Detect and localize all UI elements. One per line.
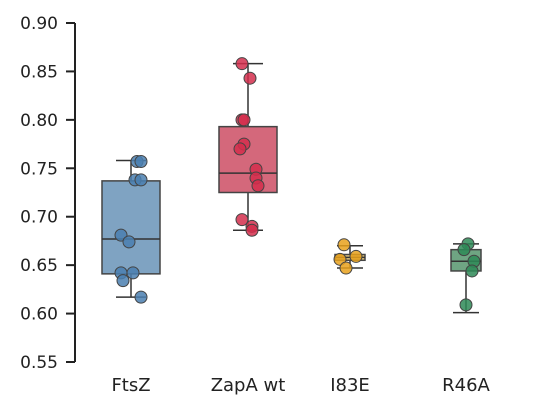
y-tick-label: 0.70 [20,208,58,228]
box-iqr [218,125,278,194]
data-point [235,57,249,71]
data-point [237,113,251,127]
data-point [134,173,148,187]
data-point [243,71,257,85]
y-tick-label: 0.90 [20,14,58,34]
box-group-layer [101,62,482,314]
y-axis: 0.55 0.60 0.65 0.70 0.75 0.80 0.85 0.90 [20,14,76,373]
data-point [459,298,473,312]
y-tick-label: 0.85 [20,62,58,82]
x-category-label: ZapA wt [211,375,286,396]
y-tick-label: 0.60 [20,305,58,325]
data-point [339,261,353,275]
data-point [251,179,265,193]
x-category-label: I83E [330,375,370,396]
data-point [116,274,130,288]
y-tick-label: 0.75 [20,159,58,179]
y-tick-label: 0.55 [20,353,58,373]
data-point [245,223,259,237]
data-point [457,243,471,257]
data-point [134,290,148,304]
x-axis: FtsZ ZapA wt I83E R46A [111,375,490,396]
data-point [134,155,148,169]
y-tick-label: 0.80 [20,111,58,131]
data-point [465,264,479,278]
y-tick-label: 0.65 [20,256,58,276]
x-category-label: FtsZ [111,375,150,396]
box-iqr [101,180,161,275]
data-point [122,235,136,249]
x-category-label: R46A [442,375,490,396]
data-points-layer [114,57,481,312]
data-point [337,238,351,252]
data-point [126,266,140,280]
data-point [233,142,247,156]
data-point [235,213,249,227]
data-point [349,249,363,263]
